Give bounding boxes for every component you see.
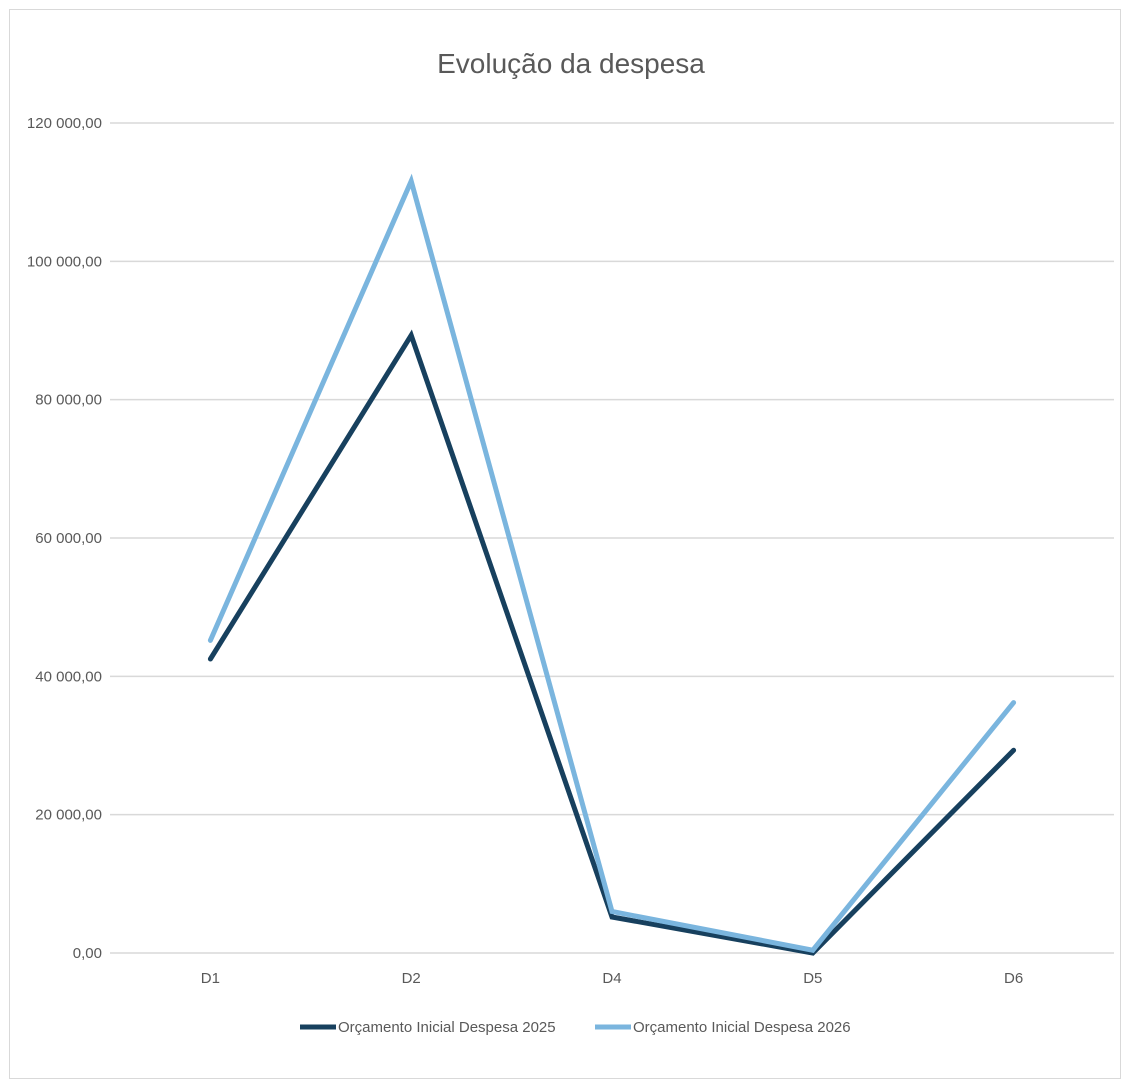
gridlines	[110, 122, 1114, 954]
series-lines	[207, 173, 1017, 956]
y-tick-label: 40 000,00	[35, 668, 102, 685]
series-line-2	[207, 173, 1017, 953]
chart-title: Evolução da despesa	[437, 48, 705, 79]
y-tick-label: 100 000,00	[27, 253, 102, 270]
y-axis-tick-labels: 0,00 20 000,00 40 000,00 60 000,00 80 000,00…	[27, 115, 102, 962]
chart-area: Evolução da despesa 0,00 20 000,00 40 000,…	[9, 9, 1121, 1079]
series-line-1	[207, 329, 1017, 956]
x-tick-label: D5	[803, 970, 822, 987]
x-axis-tick-labels: D1 D2 D4 D5 D6	[201, 970, 1023, 987]
legend-label-1: Orçamento Inicial Despesa 2025	[338, 1019, 556, 1036]
y-tick-label: 0,00	[73, 945, 102, 962]
legend-label-2: Orçamento Inicial Despesa 2026	[633, 1019, 851, 1036]
y-tick-label: 80 000,00	[35, 392, 102, 409]
x-tick-label: D6	[1004, 970, 1023, 987]
x-tick-label: D2	[402, 970, 421, 987]
legend: Orçamento Inicial Despesa 2025 Orçamento …	[300, 1019, 851, 1036]
y-tick-label: 120 000,00	[27, 115, 102, 132]
x-tick-label: D1	[201, 970, 220, 987]
line-chart: Evolução da despesa 0,00 20 000,00 40 000,…	[27, 48, 1114, 1036]
x-tick-label: D4	[602, 970, 621, 987]
y-tick-label: 60 000,00	[35, 530, 102, 547]
y-tick-label: 20 000,00	[35, 807, 102, 824]
